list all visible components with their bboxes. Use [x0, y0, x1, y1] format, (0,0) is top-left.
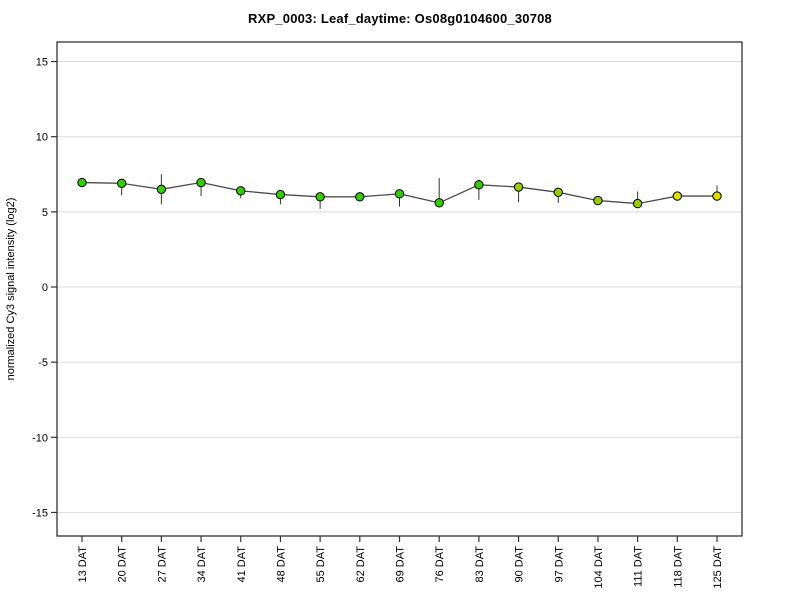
data-point [434, 198, 444, 208]
x-tick-label: 118 DAT [672, 546, 684, 588]
x-tick-label: 90 DAT [514, 546, 526, 583]
x-tick-label: 111 DAT [633, 546, 645, 587]
x-tick-label: 104 DAT [593, 546, 605, 589]
x-tick-label: 97 DAT [553, 546, 565, 583]
x-tick-label: 13 DAT [77, 546, 89, 583]
data-point [116, 178, 127, 188]
data-point [156, 184, 167, 195]
data-point [196, 177, 206, 188]
y-tick-label: 15 [36, 57, 48, 69]
x-tick-label: 34 DAT [196, 546, 208, 583]
x-tick-label: 62 DAT [355, 546, 367, 583]
data-point [632, 198, 643, 209]
data-point [593, 195, 603, 206]
x-tick-label: 55 DAT [315, 546, 327, 583]
data-point [553, 187, 563, 198]
x-tick-label: 69 DAT [395, 546, 407, 583]
x-tick-label: 20 DAT [117, 546, 129, 583]
data-point [315, 192, 325, 202]
data-point [712, 191, 722, 201]
data-point [513, 182, 524, 192]
data-point [355, 192, 365, 202]
data-point [236, 186, 246, 196]
data-point [275, 189, 286, 200]
data-point [474, 180, 484, 190]
data-point [672, 191, 683, 201]
data-point [77, 177, 87, 188]
y-tick-label: -15 [32, 507, 48, 519]
y-tick-label: -5 [38, 357, 48, 369]
chart-content: 15 10 5 0 -5 -10 -15 13 DAT 20 DAT 27 DAT 34 DAT 41… [32, 41, 743, 589]
y-tick-label: 10 [36, 132, 48, 144]
plot-frame [56, 41, 743, 537]
x-tick-label: 83 DAT [474, 546, 486, 583]
x-tick-label: 41 DAT [236, 546, 248, 583]
y-axis-title: normalized Cy3 signal intensity (log2) [5, 198, 17, 381]
data-point [394, 189, 405, 199]
x-tick-label: 125 DAT [712, 546, 724, 589]
chart-title: RXP_0003: Leaf_daytime: Os08g0104600_307… [248, 11, 552, 26]
x-tick-label: 27 DAT [156, 546, 168, 583]
y-tick-label: 0 [42, 282, 48, 294]
x-tick-label: 76 DAT [434, 546, 446, 583]
y-tick-label: -10 [32, 432, 48, 444]
y-tick-label: 5 [42, 207, 48, 219]
x-tick-label: 48 DAT [275, 546, 287, 583]
